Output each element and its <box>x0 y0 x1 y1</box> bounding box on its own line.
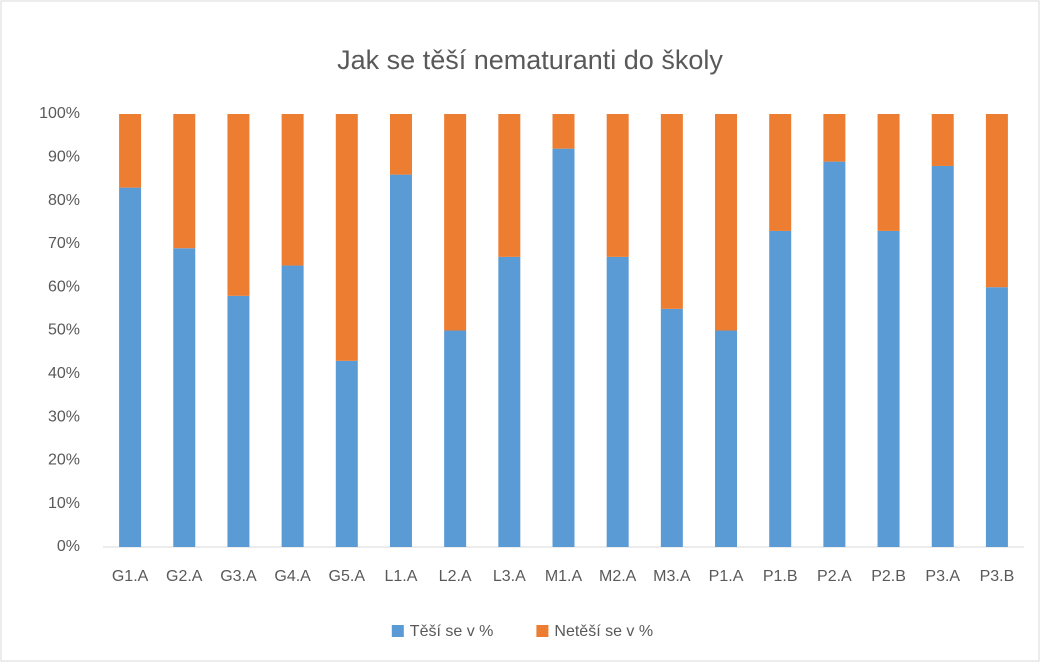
y-tick-label: 90% <box>48 149 80 166</box>
bar-segment <box>606 256 629 547</box>
x-tick-label: P1.B <box>763 568 798 585</box>
x-tick-label: P3.A <box>925 568 960 585</box>
bar-segment <box>227 295 250 547</box>
bar-segment <box>119 114 142 188</box>
bar-segment <box>389 114 412 175</box>
y-tick-label: 60% <box>48 278 80 295</box>
bar-segment <box>823 161 846 547</box>
bar-segment <box>173 114 196 249</box>
bar-segment <box>498 114 521 257</box>
bar-segment <box>552 114 575 149</box>
bar-segment <box>335 114 358 361</box>
x-tick-label: L3.A <box>493 568 526 585</box>
bar-segment <box>931 165 954 547</box>
x-tick-label: M1.A <box>545 568 583 585</box>
y-tick-label: 50% <box>48 322 80 339</box>
x-tick-label: M3.A <box>653 568 691 585</box>
bar-segment <box>227 114 250 296</box>
bar-segment <box>173 248 196 548</box>
bar-segment <box>769 230 792 547</box>
x-tick-label: L2.A <box>439 568 472 585</box>
bar-segment <box>985 114 1008 288</box>
legend-swatch <box>391 625 404 637</box>
bar-segment <box>715 330 738 547</box>
bar-segment <box>715 114 738 331</box>
y-tick-label: 100% <box>39 105 80 122</box>
bar-segment <box>660 114 683 309</box>
bar-segment <box>335 360 358 547</box>
y-tick-label: 40% <box>48 365 80 382</box>
x-tick-label: L1.A <box>385 568 418 585</box>
bar-segment <box>823 114 846 162</box>
y-tick-label: 70% <box>48 235 80 252</box>
x-tick-label: P2.A <box>817 568 852 585</box>
y-tick-label: 20% <box>48 452 80 469</box>
bar-segment <box>985 287 1008 547</box>
bar-segment <box>281 265 304 547</box>
y-tick-label: 30% <box>48 408 80 425</box>
x-tick-label: G2.A <box>166 568 203 585</box>
x-tick-label: G3.A <box>220 568 257 585</box>
x-tick-label: P2.B <box>871 568 906 585</box>
x-tick-label: P1.A <box>709 568 744 585</box>
x-tick-label: G5.A <box>329 568 366 585</box>
bar-segment <box>119 187 142 548</box>
bar-segment <box>281 114 304 266</box>
bar-segment <box>660 308 683 547</box>
bar-segment <box>498 256 521 547</box>
bar-segment <box>877 230 900 547</box>
bar-segment <box>552 148 575 547</box>
bar-segment <box>444 114 467 331</box>
y-tick-label: 10% <box>48 495 80 512</box>
chart-title: Jak se těší nematuranti do školy <box>337 45 723 75</box>
legend-label: Netěší se v % <box>554 623 653 640</box>
legend-swatch <box>536 625 549 637</box>
y-tick-label: 80% <box>48 192 80 209</box>
x-tick-label: P3.B <box>980 568 1015 585</box>
legend-label: Těší se v % <box>410 623 494 640</box>
bar-segment <box>389 174 412 547</box>
y-tick-label: 0% <box>57 538 80 555</box>
bar-segment <box>444 330 467 547</box>
bar-segment <box>769 114 792 231</box>
x-tick-label: G1.A <box>112 568 149 585</box>
bar-segment <box>877 114 900 231</box>
bar-segment <box>931 114 954 166</box>
bar-segment <box>606 114 629 257</box>
x-tick-label: M2.A <box>599 568 637 585</box>
x-tick-label: G4.A <box>274 568 311 585</box>
